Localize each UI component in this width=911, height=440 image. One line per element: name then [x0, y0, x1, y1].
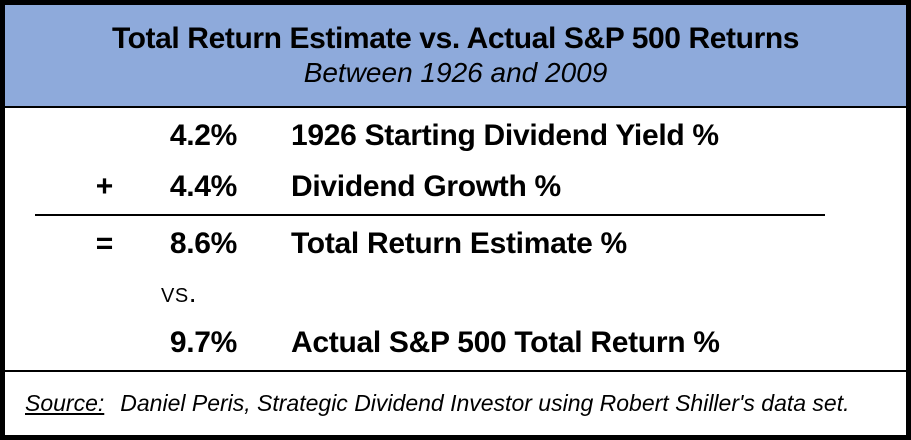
calc-row-total-estimate: = 8.6% Total Return Estimate %	[5, 218, 906, 269]
value: 9.7%	[169, 325, 237, 359]
calc-row-dividend-growth: + 4.4% Dividend Growth %	[5, 161, 906, 212]
source-text: Daniel Peris, Strategic Dividend Investo…	[120, 390, 850, 416]
sum-divider-line	[35, 214, 825, 216]
source-label: Source:	[25, 390, 105, 416]
calc-row-actual-return: 9.7% Actual S&P 500 Total Return %	[5, 317, 906, 368]
label: Total Return Estimate %	[291, 226, 627, 260]
operator: =	[95, 226, 114, 260]
calculation-body: 4.2% 1926 Starting Dividend Yield % + 4.…	[5, 108, 906, 370]
calc-row-starting-yield: 4.2% 1926 Starting Dividend Yield %	[5, 110, 906, 161]
label: 1926 Starting Dividend Yield %	[291, 118, 719, 152]
label: Dividend Growth %	[291, 169, 561, 203]
table-title: Total Return Estimate vs. Actual S&P 500…	[111, 22, 800, 56]
value: 4.2%	[169, 118, 237, 152]
table-footer: Source: Daniel Peris, Strategic Dividend…	[5, 370, 906, 435]
versus-row: vs.	[5, 269, 906, 317]
value: 4.4%	[169, 169, 237, 203]
value: 8.6%	[169, 226, 237, 260]
table-header: Total Return Estimate vs. Actual S&P 500…	[5, 5, 906, 108]
versus-label: vs.	[161, 277, 197, 308]
table-subtitle: Between 1926 and 2009	[303, 57, 608, 89]
label: Actual S&P 500 Total Return %	[291, 325, 720, 359]
operator: +	[95, 169, 114, 203]
